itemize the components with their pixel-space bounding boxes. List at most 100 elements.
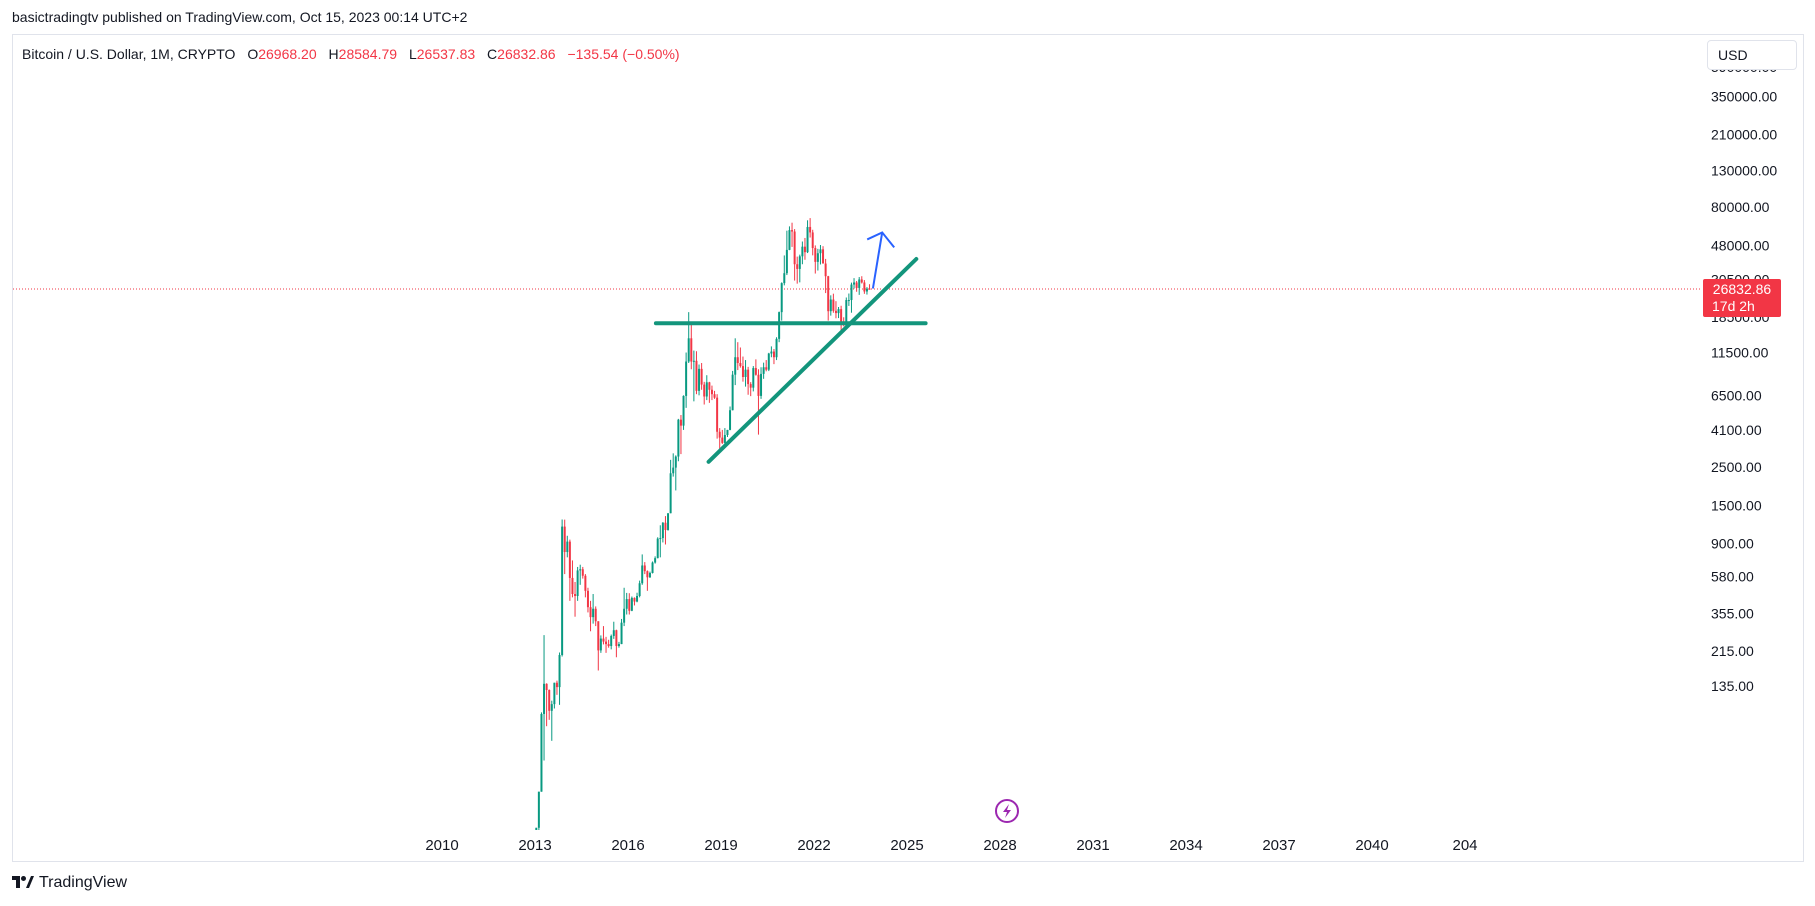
candle-body	[829, 299, 832, 312]
candle-body	[581, 569, 584, 576]
candle-body	[672, 467, 675, 474]
candle-body	[819, 249, 822, 254]
candle-body	[754, 368, 757, 375]
candle-body	[765, 367, 768, 370]
y-tick-label: 11500.00	[1711, 345, 1769, 361]
candle-body	[674, 456, 677, 468]
candle-body	[679, 419, 682, 426]
candle-body	[726, 429, 729, 436]
x-tick-label: 2028	[983, 837, 1016, 854]
countdown-label: 17d 2h	[1712, 298, 1755, 314]
low-value: 26537.83	[416, 46, 476, 62]
candle-body	[599, 638, 602, 651]
candle-body	[555, 682, 558, 688]
candle-body	[571, 577, 574, 595]
projection-arrow-head	[866, 231, 895, 249]
candle-body	[863, 282, 866, 292]
candle-body	[612, 630, 615, 636]
x-tick-label: 2013	[518, 837, 551, 854]
candle-body	[535, 827, 538, 830]
candle-body	[698, 368, 701, 391]
candle-body	[605, 641, 608, 645]
candle-body	[625, 599, 628, 609]
candle-body	[806, 226, 809, 253]
rising-trend-line	[706, 257, 919, 464]
candle-body	[703, 384, 706, 397]
candle-body	[661, 522, 664, 539]
candle-body	[579, 569, 582, 571]
candle-body	[796, 264, 799, 269]
candle-body	[597, 621, 600, 651]
candle-body	[667, 513, 670, 530]
candle-body	[762, 367, 765, 374]
candle-body	[775, 338, 778, 358]
candle-body	[651, 562, 654, 573]
candle-body	[816, 253, 819, 262]
high-label: H	[328, 46, 339, 62]
footer-brand[interactable]: TradingView	[12, 874, 127, 892]
candle-body	[628, 599, 631, 611]
x-tick-label: 2025	[890, 837, 923, 854]
candle-body	[731, 374, 734, 411]
candle-body	[641, 565, 644, 584]
candle-body	[548, 689, 551, 711]
x-tick-label: 2016	[611, 837, 644, 854]
candle-body	[860, 279, 863, 283]
candle-body	[558, 655, 561, 688]
candle-body	[574, 594, 577, 597]
candle-body	[633, 597, 636, 602]
candle-body	[620, 622, 623, 645]
y-tick-label: 215.00	[1711, 643, 1754, 659]
candle-body	[713, 394, 716, 398]
candle-body	[785, 249, 788, 274]
candle-body	[710, 389, 713, 395]
high-value: 28584.79	[338, 46, 398, 62]
axis-corner	[1705, 832, 1803, 860]
currency-unit-button[interactable]: USD	[1707, 40, 1797, 70]
candle-body	[646, 571, 649, 578]
candle-body	[780, 283, 783, 313]
candle-body	[840, 309, 843, 323]
y-tick-label: 48000.00	[1711, 237, 1770, 253]
publish-line: basictradingtv published on TradingView.…	[12, 9, 468, 25]
candle-body	[793, 231, 796, 265]
close-label: C	[487, 46, 498, 62]
symbol-title: Bitcoin / U.S. Dollar, 1M, CRYPTO	[22, 46, 236, 62]
y-tick-label: 1500.00	[1711, 497, 1762, 513]
open-label: O	[247, 46, 259, 62]
candle-body	[749, 384, 752, 388]
candle-body	[803, 246, 806, 253]
candle-body	[682, 395, 685, 426]
candle-body	[638, 583, 641, 597]
candle-body	[648, 572, 651, 578]
candle-body	[809, 226, 812, 233]
candle-body	[827, 276, 830, 312]
candle-body	[623, 608, 626, 623]
candle-body	[760, 373, 763, 396]
candle-body	[865, 288, 868, 292]
x-tick-label: 2031	[1076, 837, 1109, 854]
y-tick-label: 6500.00	[1711, 387, 1762, 403]
candle-body	[685, 361, 688, 396]
candle-body	[700, 368, 703, 385]
x-tick-label: 2022	[797, 837, 830, 854]
candle-body	[801, 246, 804, 257]
candle-body	[824, 263, 827, 277]
candle-body	[708, 382, 711, 390]
candle-body	[615, 630, 618, 647]
candle-body	[568, 541, 571, 578]
candle-body	[770, 351, 773, 354]
candle-body	[778, 312, 781, 339]
candle-body	[850, 284, 853, 301]
candle-body	[772, 351, 775, 358]
last-price-label: 26832.86	[1713, 281, 1772, 297]
y-tick-label: 590000.00	[1711, 59, 1777, 75]
close-value: 26832.86	[497, 46, 556, 62]
candle-body	[747, 369, 750, 385]
candle-body	[586, 590, 589, 608]
candle-body	[739, 363, 742, 367]
candle-body	[602, 638, 605, 642]
y-tick-label: 210000.00	[1711, 127, 1777, 143]
open-value: 26968.20	[258, 46, 317, 62]
